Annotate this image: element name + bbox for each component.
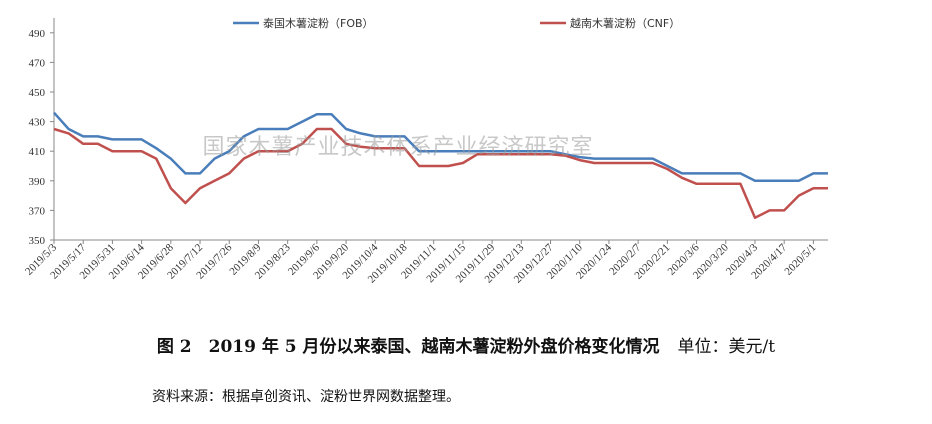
y-tick-label: 430 [29, 117, 46, 129]
y-tick-label: 410 [29, 146, 46, 158]
y-tick-label: 490 [29, 28, 46, 40]
caption-title: 图 2 2019 年 5 月份以来泰国、越南木薯淀粉外盘价格变化情况 [156, 337, 660, 357]
legend-label-2: 越南木薯淀粉（CNF） [570, 16, 680, 30]
watermark: 国家木薯产业技术体系产业经济研究室 [202, 135, 593, 160]
legend-label-1: 泰国木薯淀粉（FOB） [263, 16, 374, 30]
figure-caption: 图 2 2019 年 5 月份以来泰国、越南木薯淀粉外盘价格变化情况 单位：美元/… [0, 332, 932, 357]
series-line-2 [53, 127, 828, 220]
series-line-1 [53, 111, 828, 183]
y-tick-label: 470 [29, 57, 46, 69]
caption-unit: 单位：美元/t [677, 337, 776, 357]
y-tick-label: 390 [29, 176, 46, 188]
x-tick-label: 2020/5/1 [782, 242, 818, 278]
y-tick-label: 370 [29, 205, 46, 217]
y-tick-label: 350 [29, 235, 46, 247]
source-note: 资料来源：根据卓创资讯、淀粉世界网数据整理。 [152, 389, 460, 405]
y-tick-label: 450 [29, 87, 46, 99]
line-chart: 3503703904104304504704902019/5/32019/5/1… [23, 16, 828, 286]
